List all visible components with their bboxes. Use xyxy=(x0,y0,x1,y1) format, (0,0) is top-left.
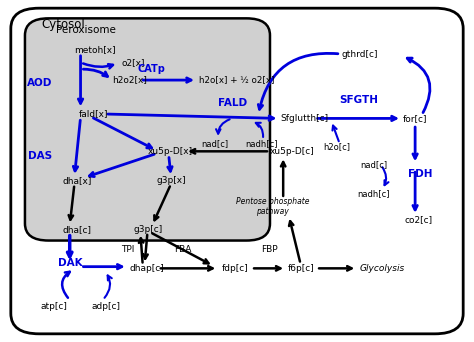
Text: FBP: FBP xyxy=(261,245,277,254)
Text: dha[x]: dha[x] xyxy=(63,176,92,185)
Text: FALD: FALD xyxy=(218,98,247,108)
Text: nad[c]: nad[c] xyxy=(360,160,387,169)
Text: xu5p-D[c]: xu5p-D[c] xyxy=(270,147,315,156)
Text: TPI: TPI xyxy=(121,245,134,254)
Text: dha[c]: dha[c] xyxy=(63,225,91,234)
Text: h2o2[x]: h2o2[x] xyxy=(112,76,147,84)
Text: h2o[x] + ½ o2[x]: h2o[x] + ½ o2[x] xyxy=(199,76,275,84)
Text: g3p[c]: g3p[c] xyxy=(133,225,163,234)
Text: gthrd[c]: gthrd[c] xyxy=(342,50,378,59)
Text: metoh[x]: metoh[x] xyxy=(74,45,116,54)
Text: h2o[c]: h2o[c] xyxy=(323,142,350,151)
Text: DAK: DAK xyxy=(58,258,83,268)
Text: xu5p-D[x]: xu5p-D[x] xyxy=(147,147,192,156)
Text: dhap[c]: dhap[c] xyxy=(129,264,164,273)
Text: DAS: DAS xyxy=(28,151,52,161)
Text: nad[c]: nad[c] xyxy=(201,139,228,148)
Text: adp[c]: adp[c] xyxy=(92,302,121,311)
Text: f6p[c]: f6p[c] xyxy=(288,264,315,273)
Text: CATp: CATp xyxy=(137,64,165,74)
Text: Sfglutth[c]: Sfglutth[c] xyxy=(281,114,329,123)
Text: AOD: AOD xyxy=(27,78,53,88)
Text: nadh[c]: nadh[c] xyxy=(246,139,278,148)
Text: nadh[c]: nadh[c] xyxy=(357,189,390,199)
Text: Peroxisome: Peroxisome xyxy=(55,25,116,35)
FancyBboxPatch shape xyxy=(11,8,463,334)
Text: FBA: FBA xyxy=(174,245,191,254)
Text: atp[c]: atp[c] xyxy=(40,302,67,311)
Text: fald[x]: fald[x] xyxy=(79,109,109,118)
Text: fdp[c]: fdp[c] xyxy=(222,264,249,273)
Text: SFGTH: SFGTH xyxy=(339,95,378,105)
Text: Cytosol: Cytosol xyxy=(41,18,85,31)
Text: Pentose phosphate
pathway: Pentose phosphate pathway xyxy=(236,197,309,216)
Text: co2[c]: co2[c] xyxy=(404,215,432,224)
Text: g3p[x]: g3p[x] xyxy=(157,176,186,185)
FancyBboxPatch shape xyxy=(25,18,270,240)
Text: o2[x]: o2[x] xyxy=(121,58,145,67)
Text: Glycolysis: Glycolysis xyxy=(359,264,405,273)
Text: for[c]: for[c] xyxy=(403,114,428,123)
Text: FDH: FDH xyxy=(408,169,432,180)
